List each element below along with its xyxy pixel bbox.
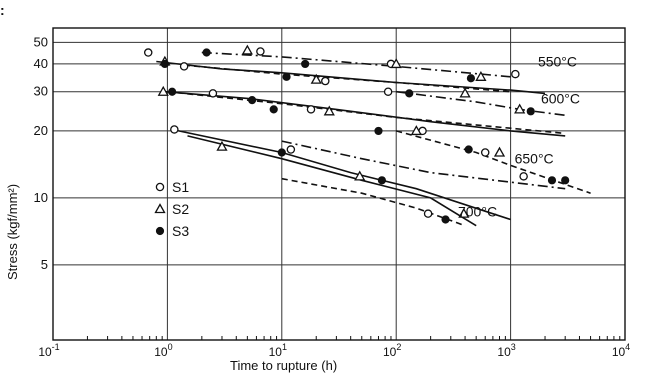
y-axis-title-box: Stress (kgf/mm²) bbox=[3, 120, 29, 280]
legend-label: S3 bbox=[172, 223, 189, 239]
marker-s1 bbox=[256, 47, 265, 56]
legend-label: S1 bbox=[172, 179, 189, 195]
marker-s1 bbox=[480, 148, 490, 157]
legend-label: S2 bbox=[172, 201, 189, 217]
marker-s2 bbox=[354, 170, 366, 181]
chart-grid bbox=[53, 28, 625, 340]
marker-s1 bbox=[208, 89, 218, 98]
marker-s1 bbox=[155, 182, 165, 192]
x-tick-label: 103 bbox=[497, 342, 515, 359]
marker-s2 bbox=[410, 125, 422, 136]
marker-s3 bbox=[441, 215, 450, 224]
marker-s3 bbox=[464, 145, 473, 154]
marker-s1 bbox=[511, 69, 520, 79]
y-tick-label: 5 bbox=[41, 257, 48, 272]
y-tick-label: 10 bbox=[34, 190, 48, 205]
y-tick-label: 50 bbox=[34, 34, 48, 49]
x-tick-label: 10-1 bbox=[38, 342, 59, 359]
marker-s1 bbox=[519, 172, 528, 181]
marker-s3 bbox=[269, 105, 278, 114]
marker-s1 bbox=[306, 105, 316, 114]
marker-s2 bbox=[390, 58, 402, 69]
y-axis-title: Stress (kgf/mm²) bbox=[5, 183, 20, 280]
x-tick-label: 102 bbox=[383, 342, 401, 359]
fit-curve bbox=[156, 60, 546, 95]
marker-s2 bbox=[475, 71, 487, 81]
marker-s2 bbox=[514, 103, 526, 114]
marker-s3 bbox=[277, 148, 286, 157]
curve-label: 700°C bbox=[458, 203, 497, 219]
marker-s3 bbox=[526, 107, 535, 116]
x-tick-label: 100 bbox=[154, 342, 172, 359]
fit-curve bbox=[164, 90, 566, 137]
corner-mark: : bbox=[0, 2, 5, 18]
x-tick-label: 104 bbox=[612, 342, 630, 359]
marker-s3 bbox=[405, 89, 414, 98]
marker-s2 bbox=[310, 73, 322, 84]
marker-s2 bbox=[157, 85, 169, 96]
marker-s2 bbox=[459, 87, 471, 98]
marker-s3 bbox=[160, 59, 169, 69]
curve-label: 650°C bbox=[515, 151, 554, 167]
fit-curve bbox=[171, 128, 511, 221]
marker-s1 bbox=[321, 76, 330, 86]
marker-s3 bbox=[377, 176, 387, 185]
y-tick-label: 30 bbox=[34, 84, 48, 99]
data-points bbox=[143, 44, 570, 224]
marker-s2 bbox=[458, 207, 470, 218]
plot-frame bbox=[52, 27, 626, 341]
marker-s1 bbox=[179, 62, 189, 71]
fit-curve bbox=[281, 140, 566, 190]
x-tick-label: 101 bbox=[269, 342, 287, 359]
axis-ticks: 10-1 100 101 102 103 104 50 40 30 20 10 5 bbox=[34, 34, 631, 359]
marker-s1 bbox=[286, 145, 296, 154]
marker-s2 bbox=[241, 44, 253, 55]
marker-s2 bbox=[493, 146, 506, 157]
legend: S1 S2 S3 bbox=[154, 179, 189, 239]
fit-curve bbox=[396, 90, 566, 117]
marker-s3 bbox=[547, 176, 557, 185]
fit-curve bbox=[201, 51, 511, 78]
curve-label: 550°C bbox=[538, 54, 577, 70]
marker-s3 bbox=[301, 59, 310, 69]
marker-s2 bbox=[216, 140, 228, 151]
marker-s1 bbox=[143, 48, 153, 57]
marker-s3 bbox=[168, 87, 177, 96]
marker-s3 bbox=[561, 176, 570, 185]
temperature-curves bbox=[156, 51, 591, 227]
marker-s3 bbox=[202, 48, 211, 57]
marker-s3 bbox=[155, 226, 165, 236]
fit-curve bbox=[187, 135, 477, 227]
x-axis-title: Time to rupture (h) bbox=[230, 358, 338, 373]
y-tick-label: 40 bbox=[34, 56, 48, 71]
marker-s3 bbox=[282, 72, 291, 81]
marker-s3 bbox=[466, 74, 476, 83]
fit-curve bbox=[184, 64, 511, 93]
marker-s1 bbox=[383, 87, 393, 96]
marker-s1 bbox=[423, 209, 433, 218]
fit-curve bbox=[395, 130, 591, 194]
marker-s1 bbox=[170, 125, 179, 134]
curve-labels: 550°C 600°C 650°C 700°C bbox=[458, 54, 580, 220]
marker-s3 bbox=[247, 96, 257, 105]
fit-curve bbox=[281, 177, 466, 227]
marker-s2 bbox=[323, 105, 335, 116]
marker-s2 bbox=[154, 203, 166, 214]
y-tick-label: 20 bbox=[34, 123, 48, 138]
fit-curve bbox=[167, 90, 566, 135]
curve-label: 600°C bbox=[541, 90, 580, 106]
marker-s3 bbox=[374, 126, 383, 136]
